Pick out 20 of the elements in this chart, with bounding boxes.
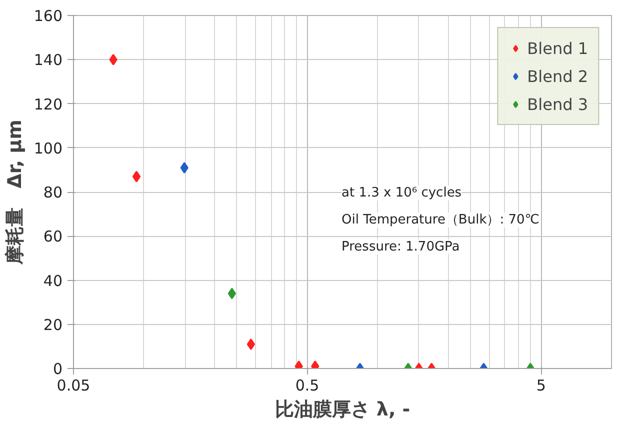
y-tick-label: 40 [43, 272, 63, 290]
y-tick-label: 140 [34, 51, 63, 70]
y-axis-title: 摩耗量 Δr, µm [4, 120, 26, 266]
y-tick-label: 80 [43, 184, 63, 202]
legend-label: Blend 3 [527, 94, 588, 114]
legend-label: Blend 2 [527, 66, 588, 86]
annotation: Pressure: 1.70GPa [342, 240, 460, 254]
legend-label: Blend 1 [527, 38, 588, 58]
x-axis-title: 比油膜厚さ λ, - [274, 398, 410, 420]
y-tick-label: 60 [43, 228, 63, 246]
y-tick-label: 20 [43, 316, 63, 334]
y-tick-label: 160 [34, 7, 63, 25]
annotation: Oil Temperature（Bulk）: 70℃ [342, 212, 540, 228]
x-tick-label: 5 [536, 376, 546, 394]
y-tick-label: 0 [52, 360, 63, 378]
x-tick-label: 0.5 [295, 376, 320, 394]
x-tick-label: 0.05 [56, 376, 90, 394]
y-tick-label: 100 [34, 139, 63, 158]
annotation: at 1.3 x 10⁶ cycles [342, 186, 462, 200]
y-tick-label: 120 [34, 95, 63, 114]
